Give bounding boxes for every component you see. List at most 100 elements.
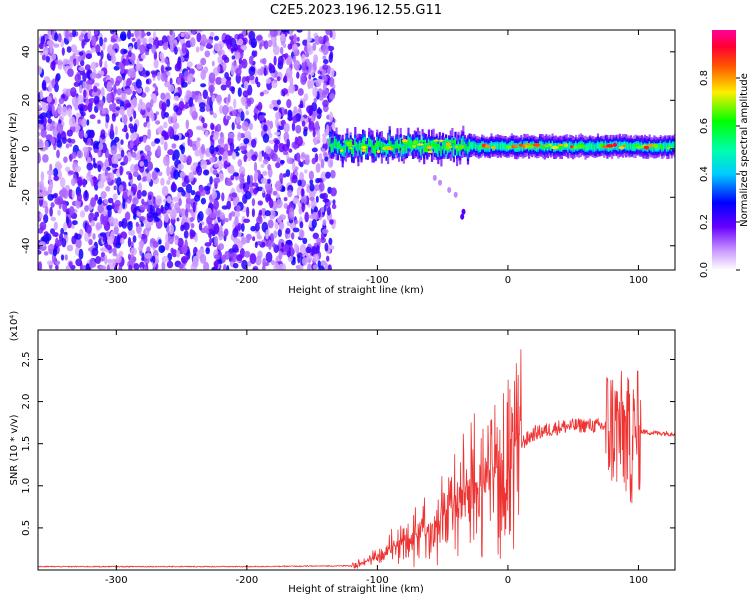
x-tick-label: 100 [629, 575, 648, 586]
heatmap-cell [439, 139, 444, 142]
heatmap-cell [112, 193, 118, 201]
heatmap-cell [40, 128, 47, 138]
heatmap-cell [46, 96, 52, 103]
heatmap-cell [323, 151, 328, 157]
heatmap-cell [544, 144, 550, 147]
heatmap-cell [264, 210, 271, 217]
heatmap-cell [314, 87, 318, 98]
heatmap-cell [220, 132, 225, 143]
heatmap-cell [268, 132, 273, 139]
heatmap-cell [142, 175, 148, 182]
heatmap-cell [138, 240, 144, 248]
heatmap-cell [80, 59, 85, 67]
heatmap-cell [280, 159, 285, 165]
heatmap-cell [163, 213, 169, 223]
heatmap-cell [315, 162, 321, 173]
heatmap-cell [38, 139, 44, 150]
heatmap-cell [223, 160, 228, 169]
heatmap-cell [192, 145, 196, 151]
heatmap-cell [58, 119, 62, 125]
heatmap-cell [261, 187, 265, 194]
heatmap-cell [100, 129, 106, 137]
heatmap-cell [254, 222, 260, 232]
heatmap-cell [60, 106, 68, 117]
heatmap-cell [128, 172, 133, 180]
heatmap-cell [180, 171, 186, 178]
heatmap-cell [258, 151, 263, 162]
heatmap-cell [236, 124, 242, 130]
heatmap-cell [273, 262, 280, 270]
heatmap-cell [136, 57, 140, 67]
heatmap-cell [625, 143, 628, 149]
heatmap-cell [252, 267, 258, 270]
heatmap-cell [56, 149, 60, 159]
heatmap-cell [257, 101, 262, 112]
heatmap-cell [324, 262, 329, 270]
heatmap-cell [61, 47, 65, 56]
heatmap-cell [90, 129, 95, 139]
heatmap-cell [203, 225, 208, 234]
heatmap-cell [106, 92, 113, 104]
heatmap-cell [310, 68, 315, 76]
heatmap-cell [121, 128, 128, 132]
heatmap-cell [326, 206, 331, 216]
heatmap-cell [76, 150, 83, 159]
heatmap-cell [361, 149, 367, 152]
heatmap-cell [402, 146, 405, 152]
heatmap-cell [412, 140, 418, 145]
heatmap-cell [212, 187, 216, 196]
heatmap-cell [191, 110, 198, 121]
heatmap-cell [534, 144, 537, 150]
heatmap-cell [161, 102, 167, 112]
heatmap-cell [232, 200, 237, 206]
heatmap-cell [287, 189, 293, 198]
heatmap-cell [416, 143, 424, 146]
heatmap-cell [612, 142, 618, 147]
heatmap-cell [304, 169, 308, 174]
heatmap-cell [164, 112, 169, 118]
heatmap-cell [169, 209, 177, 220]
heatmap-cell [137, 211, 142, 217]
heatmap-cell [133, 110, 137, 120]
heatmap-cell [316, 108, 323, 115]
y-tick-label: 1.5 [21, 436, 32, 452]
heatmap-cell [194, 90, 199, 96]
heatmap-cell [99, 265, 107, 270]
heatmap-cell [313, 137, 318, 146]
heatmap-cell [179, 208, 186, 217]
heatmap-cell [291, 122, 296, 132]
heatmap-cell [172, 153, 176, 161]
heatmap-cell [194, 149, 201, 157]
heatmap-cell [154, 138, 161, 144]
heatmap-cell [518, 144, 521, 150]
heatmap-cell [157, 171, 163, 177]
heatmap-cell [221, 192, 225, 202]
heatmap-cell [301, 60, 308, 71]
heatmap-cell [139, 108, 146, 116]
heatmap-cell [80, 210, 85, 218]
heatmap-cell [135, 221, 139, 227]
heatmap-cell [97, 180, 105, 189]
heatmap-cell [232, 227, 239, 238]
heatmap-cell [98, 99, 105, 107]
heatmap-cell [125, 102, 132, 108]
heatmap-cell [247, 157, 252, 162]
heatmap-cell [292, 257, 296, 263]
heatmap-cell [52, 248, 58, 257]
heatmap-cell [651, 144, 654, 151]
heatmap-cell [292, 197, 299, 205]
heatmap-cell [388, 138, 391, 145]
heatmap-cell [501, 143, 504, 149]
heatmap-cell [670, 144, 673, 150]
heatmap-cell [49, 125, 54, 132]
heatmap-cell [440, 148, 443, 155]
heatmap-cell [299, 221, 304, 229]
heatmap-cell [38, 261, 43, 270]
heatmap-cell [113, 185, 117, 191]
heatmap-cell [147, 215, 154, 223]
heatmap-cell [161, 255, 169, 263]
heatmap-cell [183, 104, 190, 109]
heatmap-cell [57, 33, 62, 43]
heatmap-cell [145, 102, 152, 112]
heatmap-cell [374, 147, 377, 154]
